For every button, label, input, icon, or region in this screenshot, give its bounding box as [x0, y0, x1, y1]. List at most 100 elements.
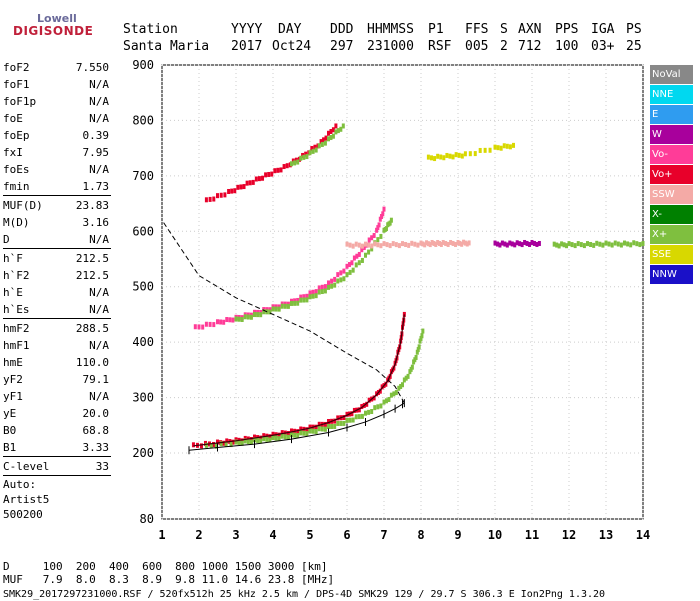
data-point: [432, 240, 436, 246]
data-point: [248, 180, 252, 186]
data-point: [420, 333, 424, 339]
data-point: [227, 188, 231, 194]
series-group: [345, 239, 471, 249]
data-point: [632, 240, 636, 246]
data-point: [222, 440, 226, 446]
logo-digisonde: DIGISONDE: [13, 24, 94, 38]
data-point: [320, 289, 324, 295]
legend-item: Vo-: [650, 145, 693, 164]
data-point: [467, 240, 471, 246]
y-tick-label: 600: [132, 224, 154, 238]
data-point: [299, 430, 303, 436]
param-value: 212.5: [75, 252, 109, 265]
data-point: [216, 319, 219, 325]
data-point: [327, 136, 330, 142]
data-point: [378, 216, 382, 222]
param-row: hmE 110.0: [3, 354, 111, 371]
data-point: [384, 398, 388, 404]
data-point: [342, 276, 346, 282]
param-label: yE: [3, 407, 17, 420]
data-point: [342, 420, 346, 426]
data-point: [204, 442, 208, 448]
param-row: yF2 79.1: [3, 371, 111, 388]
data-point: [212, 322, 216, 328]
data-point: [265, 436, 269, 442]
data-point: [370, 235, 374, 241]
data-point: [249, 314, 253, 320]
data-point: [500, 240, 504, 246]
header-label: IGA: [591, 22, 615, 37]
data-point: [451, 240, 455, 246]
data-point: [595, 240, 599, 246]
data-point: [208, 321, 212, 327]
data-point: [394, 242, 398, 248]
data-point: [209, 443, 213, 449]
data-point: [216, 439, 219, 445]
data-point: [391, 241, 395, 247]
data-point: [505, 242, 509, 248]
data-point: [264, 172, 268, 178]
data-point: [285, 163, 289, 169]
data-point: [329, 135, 333, 141]
data-point: [357, 242, 361, 248]
data-point: [360, 257, 364, 263]
parameter-panel: foF2 7.550 foF1 N/A foF1p N/A foE N/A foEp 0.…: [3, 59, 111, 522]
data-point: [214, 443, 218, 449]
data-point: [367, 397, 371, 403]
param-label: fxI: [3, 146, 23, 159]
data-point: [498, 242, 502, 248]
data-point: [259, 312, 263, 318]
divider: [3, 456, 111, 457]
param-value: 23.83: [75, 199, 109, 212]
header-value: 100: [555, 39, 579, 54]
data-point: [259, 438, 263, 444]
param-row: B0 68.8: [3, 422, 111, 439]
param-label: M(D): [3, 216, 30, 229]
y-tick-label: 700: [132, 169, 154, 183]
data-point: [370, 409, 374, 415]
data-point: [296, 159, 300, 165]
data-point: [223, 192, 227, 198]
param-label: B1: [3, 441, 17, 454]
data-point: [357, 251, 361, 257]
data-point: [268, 309, 272, 315]
param-label: C-level: [3, 460, 50, 473]
param-label: D: [3, 233, 10, 246]
data-point: [515, 240, 519, 246]
data-point: [508, 240, 512, 246]
data-point: [417, 344, 421, 350]
data-point: [404, 375, 408, 381]
data-point: [267, 171, 271, 177]
data-point: [537, 240, 541, 246]
data-point: [262, 436, 266, 442]
param-row: foEs N/A: [3, 161, 111, 178]
header-value: 005: [465, 39, 489, 54]
data-point: [360, 243, 364, 249]
param-row: foEp 0.39: [3, 127, 111, 144]
data-point: [357, 414, 361, 420]
data-point: [385, 242, 389, 248]
data-point: [290, 161, 293, 167]
series-group: [290, 123, 345, 167]
data-point: [311, 148, 315, 154]
data-point: [257, 176, 261, 182]
data-point: [436, 153, 440, 159]
data-point: [271, 431, 275, 437]
data-point: [282, 164, 286, 170]
data-point: [334, 129, 338, 135]
data-point: [274, 306, 278, 312]
data-point: [365, 401, 369, 407]
data-point: [305, 427, 309, 433]
param-row: MUF(D) 23.83: [3, 197, 111, 214]
data-point: [414, 354, 418, 360]
data-point: [197, 324, 201, 330]
data-point: [277, 436, 281, 442]
data-point: [439, 241, 443, 247]
param-label: hmF1: [3, 339, 30, 352]
param-label: hmE: [3, 356, 23, 369]
data-point: [372, 233, 376, 239]
data-point: [283, 434, 287, 440]
data-point: [379, 403, 383, 409]
data-point: [582, 243, 586, 249]
data-point: [389, 392, 393, 398]
